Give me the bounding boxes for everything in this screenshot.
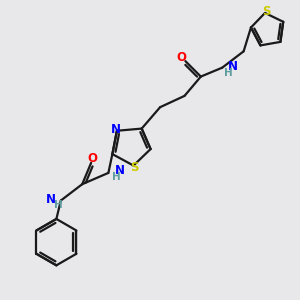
Text: O: O	[88, 152, 98, 165]
Text: N: N	[228, 60, 238, 73]
Text: H: H	[112, 172, 121, 182]
Text: S: S	[262, 5, 271, 18]
Text: N: N	[110, 123, 120, 136]
Text: H: H	[54, 200, 63, 210]
Text: N: N	[46, 193, 56, 206]
Text: S: S	[130, 161, 138, 174]
Text: H: H	[224, 68, 233, 78]
Text: O: O	[177, 51, 187, 64]
Text: N: N	[115, 164, 125, 177]
